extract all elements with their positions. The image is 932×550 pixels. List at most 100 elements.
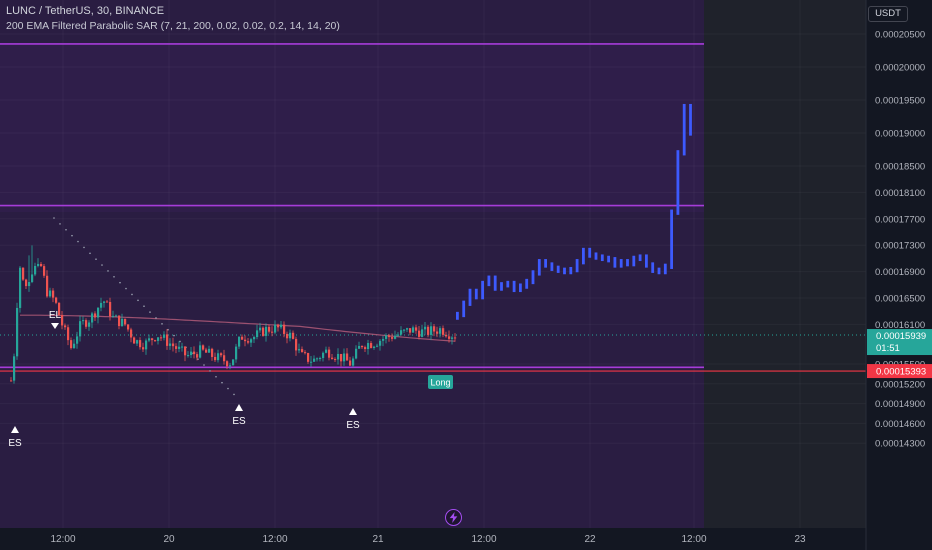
candle <box>304 352 307 354</box>
currency-label[interactable]: USDT <box>868 6 908 22</box>
sar-dot <box>119 281 121 284</box>
projection-bar <box>582 247 585 265</box>
projection-bar <box>575 259 579 273</box>
candle <box>265 326 268 336</box>
candle <box>217 353 220 361</box>
candle <box>289 332 292 339</box>
time-tick: 12:00 <box>262 534 287 545</box>
time-tick: 12:00 <box>471 534 496 545</box>
candle <box>358 346 361 349</box>
sar-dot <box>131 293 133 296</box>
candle <box>424 326 427 330</box>
projection-bar <box>670 209 673 269</box>
candle <box>406 328 409 330</box>
candle <box>340 353 343 362</box>
price-tick: 0.00015200 <box>875 379 925 390</box>
projection-bar <box>537 259 541 276</box>
candle <box>46 275 49 297</box>
candle <box>115 315 118 317</box>
candle <box>400 330 403 335</box>
candle <box>184 346 187 356</box>
candle <box>427 326 430 335</box>
projection-bar <box>594 252 598 260</box>
projection-bar <box>519 283 522 293</box>
time-tick: 20 <box>163 534 175 545</box>
candle <box>94 313 97 318</box>
candle <box>268 326 271 332</box>
candle <box>181 346 184 348</box>
candle <box>127 324 130 330</box>
time-axis <box>0 528 866 550</box>
candle <box>19 267 22 308</box>
candle <box>316 358 319 360</box>
candle <box>175 346 178 349</box>
projection-bar <box>638 254 642 262</box>
candle <box>106 301 109 303</box>
projection-bar <box>588 247 592 258</box>
candle <box>208 348 211 353</box>
projection-bar <box>626 259 629 267</box>
candle <box>364 347 367 350</box>
signal-arrow-icon <box>51 323 59 329</box>
sar-dot <box>173 334 175 337</box>
projection-bar <box>544 259 547 268</box>
projection-bar <box>663 263 667 275</box>
candle <box>439 328 442 334</box>
projection-bar <box>651 262 655 273</box>
projection-bar <box>676 150 680 215</box>
projection-group <box>456 103 692 320</box>
projection-bar <box>569 266 573 275</box>
sar-dot <box>155 317 157 319</box>
lightning-icon[interactable] <box>445 509 462 526</box>
candle <box>130 329 133 338</box>
candle <box>133 337 136 344</box>
candle <box>193 351 196 355</box>
candle <box>148 338 151 341</box>
time-tick: 12:00 <box>50 534 75 545</box>
candle <box>61 315 64 326</box>
time-tick: 12:00 <box>681 534 706 545</box>
candle <box>157 337 160 341</box>
candle <box>37 263 40 266</box>
candle <box>388 335 391 338</box>
price-tick: 0.00019500 <box>875 96 925 107</box>
sar-dot <box>203 364 205 366</box>
signal-arrow-icon <box>349 408 357 415</box>
projection-bar <box>468 288 472 306</box>
candle <box>31 274 34 283</box>
sar-dot <box>83 246 85 249</box>
price-tick: 0.00016100 <box>875 320 925 331</box>
candle <box>136 340 139 344</box>
projection-bar <box>600 254 604 262</box>
candle <box>313 358 316 362</box>
candle <box>448 336 451 339</box>
candle <box>352 358 355 366</box>
candle <box>337 353 340 360</box>
sar-dot <box>77 240 79 243</box>
candle <box>76 336 79 344</box>
sar-dot <box>53 217 55 219</box>
candle <box>118 315 121 327</box>
candle <box>370 343 373 348</box>
candle <box>331 357 334 360</box>
sar-dot <box>221 381 223 384</box>
red-level-value: 0.00015393 <box>876 367 926 378</box>
candle <box>22 267 25 280</box>
candle <box>79 321 82 337</box>
candle <box>394 335 397 339</box>
projection-bar <box>506 280 510 288</box>
candle <box>433 326 436 332</box>
sar-dot <box>107 270 109 272</box>
future-zone <box>704 0 866 528</box>
candle <box>169 343 172 346</box>
sar-dot <box>233 393 235 396</box>
candle <box>43 266 46 276</box>
candle <box>385 335 388 339</box>
candle <box>16 307 19 357</box>
candle <box>397 334 400 336</box>
candle <box>391 337 394 339</box>
candle <box>85 320 88 327</box>
projection-bar <box>607 255 610 263</box>
candle <box>325 349 328 353</box>
